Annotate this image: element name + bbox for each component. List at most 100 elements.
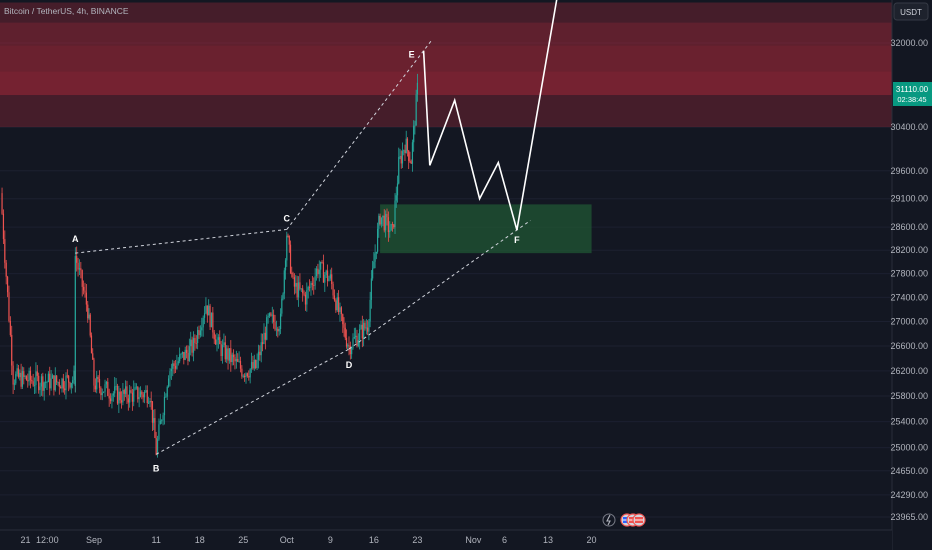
x-tick-label: 11 (151, 535, 160, 545)
x-tick-label: 6 (502, 535, 507, 545)
candle-body (42, 376, 44, 391)
candle-body (342, 314, 344, 325)
candle-body (96, 376, 98, 390)
candle-body (177, 361, 179, 364)
candle-body (322, 262, 325, 283)
candle-body (24, 376, 26, 377)
wave-label-e: E (409, 50, 415, 60)
candle-body (264, 332, 266, 340)
candle-body (271, 314, 273, 316)
candle-body (335, 300, 337, 311)
candle-body (293, 277, 295, 287)
candle-body (143, 392, 146, 398)
candle-body (54, 375, 56, 391)
candle-body (39, 386, 41, 391)
candle-body (201, 327, 203, 331)
event-icons[interactable] (602, 513, 646, 527)
candle-body (331, 274, 333, 285)
candle-body (318, 269, 320, 275)
candle-body (185, 349, 188, 353)
candle-body (119, 391, 121, 401)
candle-body (13, 383, 16, 385)
candle-body (320, 261, 322, 270)
candle-body (226, 348, 228, 360)
candle-body (373, 261, 375, 269)
candle-body (58, 382, 60, 387)
candle-body (29, 370, 32, 381)
candle-body (393, 224, 395, 228)
candle-body (241, 368, 243, 377)
candle-body (103, 391, 105, 393)
candle-body (250, 362, 253, 369)
symbol-title[interactable]: Bitcoin / TetherUS, 4h, BINANCE (4, 6, 129, 16)
candle-body (380, 217, 383, 225)
candle-body (216, 340, 218, 345)
candle-body (399, 156, 401, 158)
candle-body (273, 314, 275, 323)
y-tick-label: 32000.00 (890, 38, 928, 48)
candle-body (338, 297, 340, 313)
candle-body (126, 386, 128, 399)
candle-body (203, 313, 206, 318)
countdown-label: 02:38:45 (897, 95, 926, 104)
candle-body (180, 353, 182, 355)
candle-body (374, 253, 376, 262)
grid (0, 42, 892, 518)
candle-body (111, 395, 113, 402)
candle-body (363, 322, 365, 339)
candle-body (227, 348, 229, 361)
candle-body (367, 327, 369, 332)
resistance-band (0, 22, 892, 46)
candle-body (158, 424, 160, 440)
candle-body (16, 368, 18, 375)
candle-body (347, 345, 349, 347)
time-axis[interactable] (0, 530, 892, 550)
projection-path (422, 0, 558, 231)
wave-label-f: F (514, 235, 520, 245)
candle-body (325, 270, 327, 275)
candle-body (405, 138, 407, 153)
flag-icon[interactable] (632, 513, 646, 527)
candle-body (282, 293, 284, 299)
y-tick-label: 27400.00 (890, 292, 928, 302)
candle-body (220, 344, 222, 357)
candle-body (267, 315, 269, 318)
candle-body (118, 391, 120, 404)
candle-body (253, 360, 255, 369)
candle-body (313, 285, 315, 286)
candle-body (92, 353, 94, 360)
lower-trendline-df (348, 220, 531, 350)
candle-body (369, 299, 371, 322)
candle-body (6, 276, 9, 293)
candle-body (40, 376, 43, 387)
candle-body (307, 287, 309, 291)
candle-body (32, 381, 34, 386)
candle-body (297, 282, 300, 298)
candle-body (135, 386, 138, 388)
candle-body (270, 313, 272, 316)
candle-body (141, 391, 143, 395)
candle-body (408, 150, 410, 161)
candle-body (361, 324, 363, 339)
candle-body (284, 260, 287, 271)
lightning-icon[interactable] (602, 513, 616, 527)
candle-body (89, 314, 91, 336)
candle-body (25, 376, 28, 381)
projection (422, 0, 558, 231)
candle-body (256, 359, 258, 369)
x-tick-label: 13 (543, 535, 553, 545)
candle-body (352, 338, 354, 348)
candle-body (304, 294, 307, 305)
candle-body (235, 359, 237, 362)
candle-body (231, 354, 233, 363)
candle-body (360, 324, 362, 330)
candle-body (172, 363, 174, 369)
candle-body (173, 363, 175, 366)
currency-button[interactable]: USDT (893, 2, 929, 21)
candle-body (161, 420, 163, 422)
candle-body (411, 142, 414, 164)
candle-body (85, 292, 87, 305)
candle-body (28, 370, 30, 382)
candle-body (87, 304, 89, 319)
